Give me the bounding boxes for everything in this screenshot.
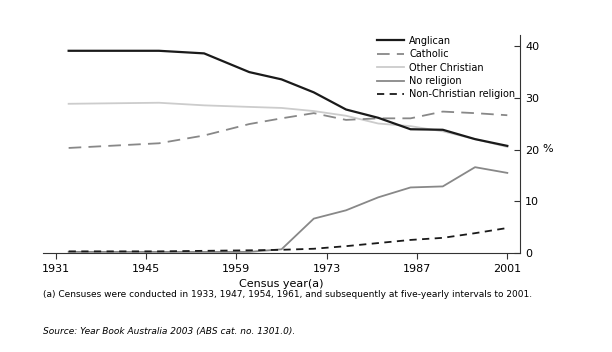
Text: (a) Censuses were conducted in 1933, 1947, 1954, 1961, and subsequently at five-: (a) Censuses were conducted in 1933, 194… bbox=[43, 290, 532, 300]
Y-axis label: %: % bbox=[542, 144, 553, 154]
X-axis label: Census year(a): Census year(a) bbox=[239, 279, 324, 289]
Legend: Anglican, Catholic, Other Christian, No religion, Non-Christian religion: Anglican, Catholic, Other Christian, No … bbox=[377, 36, 515, 99]
Text: Source: Year Book Australia 2003 (ABS cat. no. 1301.0).: Source: Year Book Australia 2003 (ABS ca… bbox=[43, 327, 295, 337]
